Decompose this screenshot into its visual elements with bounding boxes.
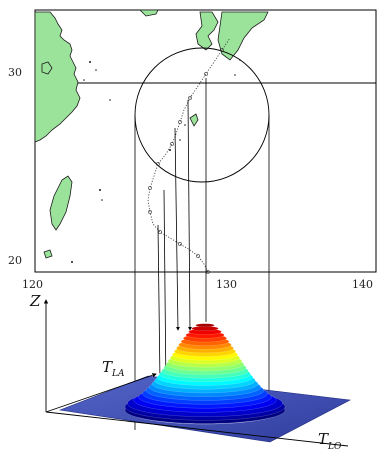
t-lo-axis bbox=[45, 411, 349, 447]
small-islands bbox=[71, 59, 241, 263]
lat-label-20: 20 bbox=[8, 254, 22, 267]
lon-label-130: 130 bbox=[216, 278, 237, 291]
surface-slice bbox=[195, 323, 215, 328]
hainan-island bbox=[43, 249, 53, 259]
japan-north-piece bbox=[139, 9, 159, 17]
t-lo-label: T LO bbox=[318, 430, 342, 450]
projection-lines bbox=[134, 78, 270, 430]
svg-text:LA: LA bbox=[111, 369, 125, 379]
t-la-label: T LA bbox=[102, 358, 125, 379]
svg-text:T: T bbox=[102, 358, 113, 376]
z-axis-label: Z bbox=[29, 292, 41, 310]
china-coast bbox=[34, 11, 81, 143]
lon-label-140: 140 bbox=[352, 278, 373, 291]
typhoon-track bbox=[147, 37, 231, 273]
region-circle bbox=[134, 47, 270, 183]
t-la-axis bbox=[45, 373, 157, 413]
gaussian-surface bbox=[124, 323, 286, 424]
land-masses bbox=[34, 9, 269, 259]
svg-text:LO: LO bbox=[327, 442, 342, 450]
svg-text:T: T bbox=[318, 430, 329, 448]
japan-mainland bbox=[217, 11, 269, 61]
island-east-china-sea bbox=[41, 61, 53, 75]
lat-label-30: 30 bbox=[8, 66, 22, 79]
typhoon-track-points bbox=[148, 48, 224, 274]
lon-label-120: 120 bbox=[22, 278, 43, 291]
kyushu-island bbox=[195, 11, 219, 51]
map-panel: 30 20 120 130 140 bbox=[8, 9, 377, 291]
okinawa-island bbox=[189, 113, 199, 127]
surface-panel: Z T LA T LO bbox=[29, 292, 351, 450]
taiwan-island bbox=[49, 175, 73, 231]
